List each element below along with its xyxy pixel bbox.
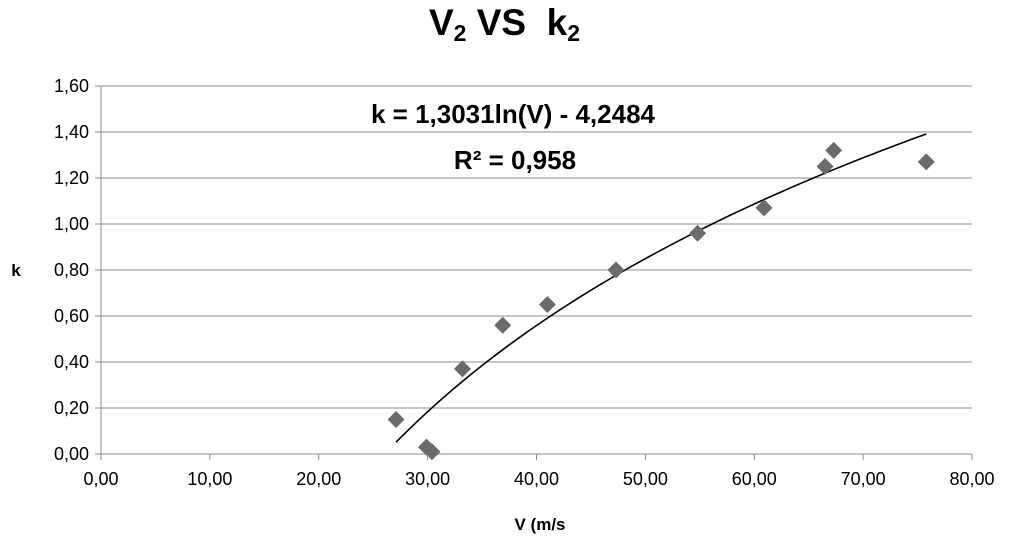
y-tick-label: 1,40 bbox=[54, 122, 89, 142]
x-tick-label: 40,00 bbox=[514, 469, 559, 489]
y-tick-label: 0,80 bbox=[54, 260, 89, 280]
data-point bbox=[816, 158, 834, 175]
title-part-vs-k: VS k bbox=[466, 2, 568, 43]
x-axis-title: V (m/s bbox=[514, 515, 565, 534]
title-sub-1: 2 bbox=[453, 20, 467, 46]
y-tick-label: 0,60 bbox=[54, 306, 89, 326]
x-tick-label: 30,00 bbox=[405, 469, 450, 489]
y-tick-label: 1,60 bbox=[54, 76, 89, 96]
trendline bbox=[395, 133, 927, 443]
data-point bbox=[689, 224, 707, 242]
x-tick-label: 80,00 bbox=[949, 469, 994, 489]
data-point bbox=[538, 296, 556, 313]
y-tick-label: 0,20 bbox=[54, 398, 89, 418]
y-tick-label: 1,00 bbox=[54, 214, 89, 234]
data-point bbox=[453, 360, 471, 378]
x-tick-label: 0,00 bbox=[83, 469, 118, 489]
data-point bbox=[387, 411, 405, 428]
data-point bbox=[755, 199, 773, 217]
data-points bbox=[387, 141, 935, 461]
axes bbox=[95, 85, 973, 460]
gridlines bbox=[101, 85, 972, 409]
x-tick-label: 50,00 bbox=[623, 469, 668, 489]
y-tick-label: 0,00 bbox=[54, 444, 89, 464]
data-point bbox=[917, 153, 935, 171]
y-axis-title: k bbox=[11, 261, 21, 280]
x-tick-label: 60,00 bbox=[732, 469, 777, 489]
tick-labels: 0,00 0,20 0,40 0,60 0,80 1,00 1,20 1,40 1,60 0,00… bbox=[54, 76, 995, 489]
y-tick-label: 0,40 bbox=[54, 352, 89, 372]
data-point bbox=[423, 443, 441, 461]
title-part-v: V bbox=[428, 2, 454, 43]
data-point bbox=[607, 261, 625, 279]
y-tick-label: 1,20 bbox=[54, 168, 89, 188]
trendline-layer bbox=[395, 133, 927, 443]
x-tick-label: 20,00 bbox=[296, 469, 341, 489]
x-tick-label: 70,00 bbox=[841, 469, 886, 489]
x-tick-label: 10,00 bbox=[187, 469, 232, 489]
trendline-r-squared: R² = 0,958 bbox=[454, 145, 576, 175]
data-point bbox=[494, 316, 512, 334]
title-sub-2: 2 bbox=[567, 20, 581, 46]
data-point bbox=[825, 141, 843, 159]
chart-title: V2 VS k2 bbox=[0, 2, 1009, 47]
trendline-equation: k = 1,3031ln(V) - 4,2484 bbox=[371, 99, 656, 129]
